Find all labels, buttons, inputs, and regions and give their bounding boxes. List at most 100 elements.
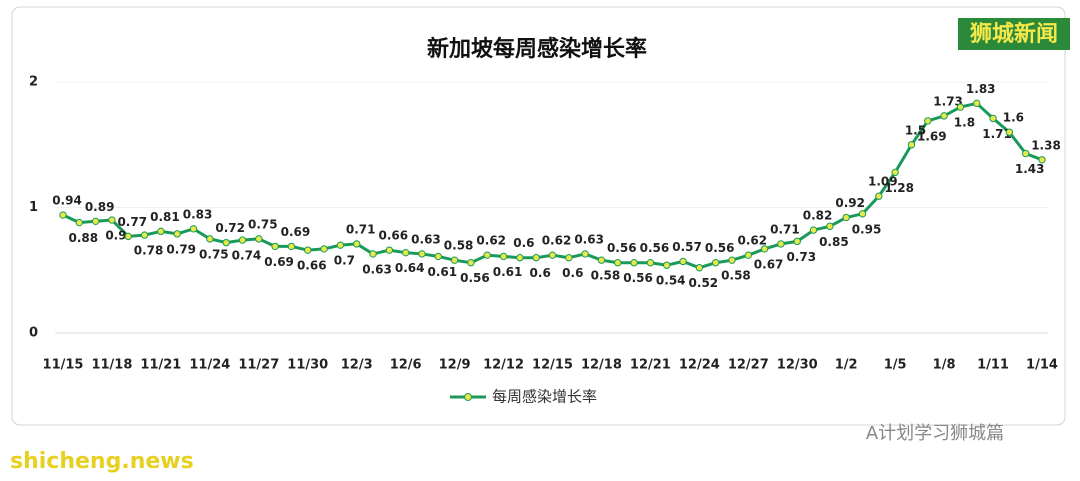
data-label: 0.72 bbox=[215, 221, 245, 235]
marker bbox=[614, 259, 622, 267]
y-tick-label: 2 bbox=[29, 75, 38, 90]
marker bbox=[924, 117, 932, 125]
data-label: 0.85 bbox=[819, 235, 849, 249]
x-tick-label: 12/30 bbox=[777, 358, 818, 373]
marker bbox=[320, 245, 328, 253]
data-label: 0.81 bbox=[150, 210, 180, 224]
marker bbox=[418, 250, 426, 258]
data-label: 0.56 bbox=[640, 241, 670, 255]
marker bbox=[189, 225, 198, 233]
data-label: 0.94 bbox=[52, 194, 82, 208]
marker bbox=[206, 235, 214, 243]
marker bbox=[434, 252, 442, 261]
data-label: 1.38 bbox=[1031, 138, 1061, 152]
marker bbox=[875, 192, 883, 200]
data-label: 0.58 bbox=[591, 269, 621, 283]
marker bbox=[385, 246, 394, 254]
x-tick-label: 11/21 bbox=[140, 358, 181, 373]
data-label: 1.28 bbox=[884, 181, 914, 195]
x-tick-label: 12/21 bbox=[630, 358, 671, 373]
data-label: 0.62 bbox=[737, 234, 767, 248]
marker bbox=[793, 237, 801, 246]
data-label: 0.71 bbox=[770, 222, 800, 236]
watermark-bg bbox=[958, 18, 1070, 50]
data-label: 0.63 bbox=[574, 232, 604, 246]
data-label: 0.58 bbox=[721, 269, 751, 283]
marker bbox=[401, 248, 410, 257]
marker bbox=[1005, 128, 1014, 136]
marker bbox=[271, 242, 279, 251]
data-label: 0.79 bbox=[166, 242, 196, 256]
x-tick-label: 1/8 bbox=[933, 358, 956, 373]
x-tick-label: 1/11 bbox=[977, 358, 1009, 373]
marker bbox=[760, 245, 769, 253]
marker bbox=[989, 114, 997, 123]
x-tick-label: 12/12 bbox=[483, 358, 524, 373]
data-label: 0.7 bbox=[334, 254, 355, 268]
x-tick-label: 11/24 bbox=[189, 358, 230, 373]
chart-title: 新加坡每周感染增长率 bbox=[427, 36, 647, 62]
marker bbox=[516, 254, 524, 262]
marker bbox=[940, 112, 948, 120]
marker bbox=[124, 232, 132, 241]
marker bbox=[255, 235, 263, 243]
data-label: 0.74 bbox=[232, 249, 262, 263]
x-tick-label: 12/6 bbox=[390, 358, 422, 373]
data-label: 0.92 bbox=[835, 196, 865, 210]
marker bbox=[809, 226, 818, 234]
data-label: 0.89 bbox=[85, 200, 115, 214]
x-tick-label: 11/18 bbox=[91, 358, 132, 373]
marker bbox=[548, 251, 557, 259]
data-label: 0.9 bbox=[105, 229, 126, 243]
data-label: 0.56 bbox=[705, 241, 735, 255]
marker bbox=[304, 246, 312, 254]
marker bbox=[744, 251, 752, 259]
data-label: 0.83 bbox=[183, 207, 213, 221]
data-label: 0.75 bbox=[248, 217, 278, 231]
data-label: 1.73 bbox=[933, 94, 963, 108]
x-tick-label: 12/24 bbox=[679, 358, 720, 373]
x-tick-label: 1/2 bbox=[835, 358, 858, 373]
marker bbox=[777, 240, 785, 248]
data-label: 0.56 bbox=[607, 241, 637, 255]
marker bbox=[597, 256, 606, 264]
data-label: 1.6 bbox=[1003, 111, 1024, 125]
data-label: 1.69 bbox=[917, 129, 947, 143]
data-label: 0.61 bbox=[427, 265, 457, 279]
marker bbox=[532, 254, 540, 262]
marker bbox=[483, 251, 491, 259]
data-label: 0.78 bbox=[134, 244, 164, 258]
data-label: 0.6 bbox=[562, 266, 583, 280]
data-label: 0.75 bbox=[199, 247, 229, 261]
data-label: 0.69 bbox=[281, 225, 311, 239]
data-label: 0.88 bbox=[69, 231, 99, 245]
marker bbox=[75, 218, 84, 227]
data-label: 0.66 bbox=[297, 259, 327, 273]
marker bbox=[157, 227, 165, 236]
marker bbox=[646, 259, 655, 267]
data-label: 0.56 bbox=[460, 271, 490, 285]
data-label: 0.67 bbox=[754, 257, 784, 271]
marker bbox=[630, 259, 638, 267]
marker bbox=[826, 222, 834, 231]
marker bbox=[91, 217, 100, 226]
data-label: 0.71 bbox=[346, 222, 376, 236]
data-label: 0.61 bbox=[493, 265, 523, 279]
data-label: 0.73 bbox=[786, 250, 816, 264]
data-label: 0.95 bbox=[852, 222, 882, 236]
marker bbox=[450, 256, 459, 264]
marker bbox=[59, 211, 67, 219]
marker bbox=[287, 242, 296, 251]
data-label: 0.63 bbox=[362, 262, 392, 276]
marker bbox=[663, 261, 671, 269]
marker bbox=[238, 236, 247, 244]
marker bbox=[695, 264, 704, 272]
data-label: 0.54 bbox=[656, 274, 686, 288]
data-label: 0.6 bbox=[530, 266, 551, 280]
marker bbox=[173, 230, 181, 238]
marker bbox=[907, 141, 916, 149]
x-tick-label: 11/30 bbox=[287, 358, 328, 373]
marker bbox=[336, 241, 345, 249]
y-tick-label: 0 bbox=[29, 326, 38, 341]
